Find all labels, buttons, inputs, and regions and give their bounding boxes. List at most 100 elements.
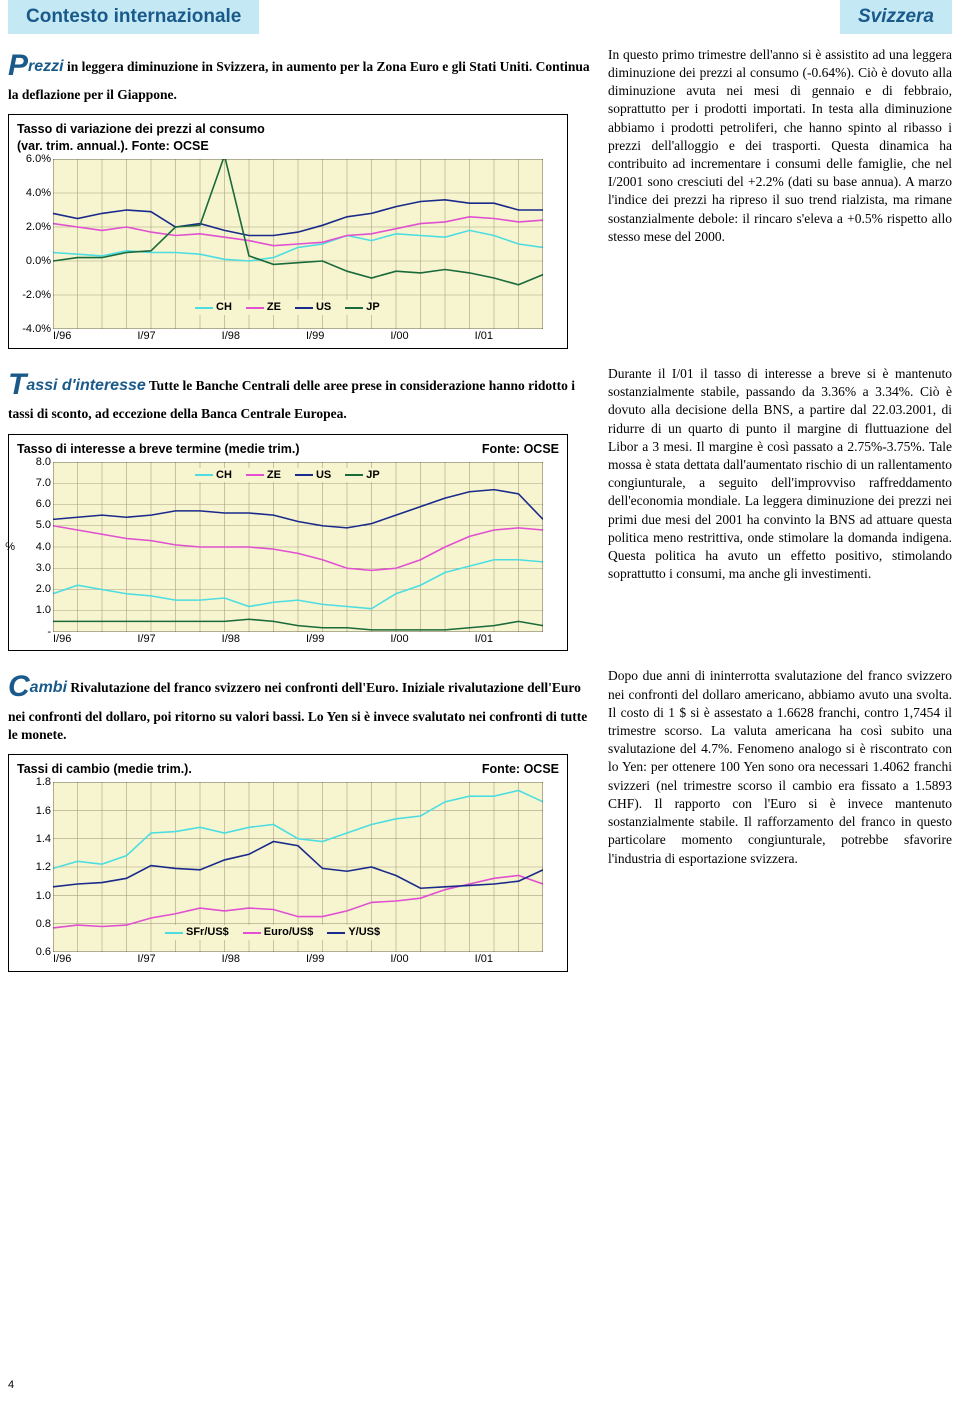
y-tick-label: 6.0%: [17, 152, 51, 167]
legend-label: ZE: [267, 468, 281, 483]
y-tick-label: 1.6: [17, 804, 51, 819]
x-tick-label: I/98: [222, 952, 306, 967]
intro-lead: ambi: [30, 679, 67, 696]
y-tick-label: 4.0%: [17, 186, 51, 201]
legend-swatch: [295, 474, 313, 476]
x-tick-label: I/97: [137, 329, 221, 344]
chart-plot: -1.02.03.04.05.06.07.08.0% CH ZE US JP: [17, 462, 559, 632]
section-right-text: Dopo due anni di ininterrotta svalutazio…: [608, 667, 952, 972]
legend-item: Y/US$: [327, 925, 380, 940]
y-tick-label: -4.0%: [17, 322, 51, 337]
legend-swatch: [243, 932, 261, 934]
legend-swatch: [195, 474, 213, 476]
legend-swatch: [327, 932, 345, 934]
dropcap: P: [8, 49, 28, 82]
chart: Tasso di variazione dei prezzi al consum…: [8, 114, 568, 349]
x-tick-label: I/96: [53, 952, 137, 967]
chart-plot: -4.0%-2.0%0.0%2.0%4.0%6.0% CH ZE US JP: [17, 159, 559, 329]
legend-item: ZE: [246, 300, 281, 315]
y-tick-label: 1.0: [17, 889, 51, 904]
legend-swatch: [165, 932, 183, 934]
section-left: Tassi d'interesse Tutte le Banche Centra…: [8, 365, 590, 651]
legend-swatch: [295, 307, 313, 309]
legend-item: Euro/US$: [243, 925, 314, 940]
x-tick-label: I/00: [390, 952, 474, 967]
section-intro: Cambi Rivalutazione del franco svizzero …: [8, 667, 590, 744]
x-tick-label: I/98: [222, 329, 306, 344]
section-intro: Tassi d'interesse Tutte le Banche Centra…: [8, 365, 590, 424]
legend-label: US: [316, 468, 331, 483]
y-tick-label: 0.8: [17, 917, 51, 932]
chart-legend: SFr/US$ Euro/US$ Y/US$: [163, 925, 382, 940]
legend-label: US: [316, 300, 331, 315]
x-tick-label: I/96: [53, 632, 137, 647]
y-tick-label: -2.0%: [17, 288, 51, 303]
chart: Tassi di cambio (medie trim.). Fonte: OC…: [8, 754, 568, 972]
legend-label: JP: [366, 300, 379, 315]
x-tick-label: I/01: [475, 952, 559, 967]
x-tick-label: I/96: [53, 329, 137, 344]
header-right: Svizzera: [840, 0, 952, 34]
x-axis: I/96I/97I/98I/99I/00I/01: [53, 329, 559, 344]
chart-legend: CH ZE US JP: [193, 300, 382, 315]
legend-item: ZE: [246, 468, 281, 483]
x-tick-label: I/98: [222, 632, 306, 647]
intro-rest: Rivalutazione del franco svizzero nei co…: [8, 680, 587, 742]
dropcap: T: [8, 368, 26, 401]
x-axis: I/96I/97I/98I/99I/00I/01: [53, 632, 559, 647]
legend-item: JP: [345, 300, 379, 315]
y-tick-label: 2.0: [17, 582, 51, 597]
x-tick-label: I/01: [475, 632, 559, 647]
legend-item: CH: [195, 300, 232, 315]
y-tick-label: 5.0: [17, 518, 51, 533]
legend-swatch: [246, 307, 264, 309]
x-tick-label: I/01: [475, 329, 559, 344]
x-tick-label: I/00: [390, 632, 474, 647]
y-tick-label: 6.0: [17, 497, 51, 512]
header-row: Contesto internazionale Svizzera: [8, 0, 952, 34]
legend-label: SFr/US$: [186, 925, 229, 940]
section: Prezzi in leggera diminuzione in Svizzer…: [8, 46, 952, 349]
x-tick-label: I/99: [306, 952, 390, 967]
y-tick-label: 7.0: [17, 476, 51, 491]
legend-swatch: [195, 307, 213, 309]
y-tick-label: 4.0: [17, 540, 51, 555]
x-tick-label: I/97: [137, 952, 221, 967]
chart-title: Tasso di interesse a breve termine (medi…: [17, 441, 559, 458]
legend-label: JP: [366, 468, 379, 483]
y-tick-label: -: [17, 625, 51, 640]
chart-title: Tasso di variazione dei prezzi al consum…: [17, 121, 559, 155]
intro-rest: in leggera diminuzione in Svizzera, in a…: [8, 59, 590, 103]
chart-plot: 0.60.81.01.21.41.61.8 SFr/US$ Euro/US$ Y…: [17, 782, 559, 952]
page-number: 4: [8, 1378, 14, 1393]
y-tick-label: 1.2: [17, 860, 51, 875]
section: Tassi d'interesse Tutte le Banche Centra…: [8, 365, 952, 651]
x-tick-label: I/99: [306, 632, 390, 647]
legend-item: SFr/US$: [165, 925, 229, 940]
legend-swatch: [246, 474, 264, 476]
y-tick-label: 1.4: [17, 832, 51, 847]
x-tick-label: I/97: [137, 632, 221, 647]
legend-label: Y/US$: [348, 925, 380, 940]
legend-swatch: [345, 474, 363, 476]
header-left: Contesto internazionale: [8, 0, 259, 34]
legend-item: US: [295, 300, 331, 315]
section-left: Cambi Rivalutazione del franco svizzero …: [8, 667, 590, 972]
chart-legend: CH ZE US JP: [193, 468, 382, 483]
legend-item: JP: [345, 468, 379, 483]
legend-item: CH: [195, 468, 232, 483]
dropcap: C: [8, 670, 30, 703]
chart-title: Tassi di cambio (medie trim.). Fonte: OC…: [17, 761, 559, 778]
section-right-text: In questo primo trimestre dell'anno si è…: [608, 46, 952, 349]
x-tick-label: I/99: [306, 329, 390, 344]
y-tick-label: 3.0: [17, 561, 51, 576]
section-intro: Prezzi in leggera diminuzione in Svizzer…: [8, 46, 590, 105]
section: Cambi Rivalutazione del franco svizzero …: [8, 667, 952, 972]
chart: Tasso di interesse a breve termine (medi…: [8, 434, 568, 652]
legend-label: Euro/US$: [264, 925, 314, 940]
legend-swatch: [345, 307, 363, 309]
y-tick-label: 1.0: [17, 603, 51, 618]
x-axis: I/96I/97I/98I/99I/00I/01: [53, 952, 559, 967]
y-tick-label: 0.0%: [17, 254, 51, 269]
intro-lead: assi d'interesse: [26, 377, 145, 394]
